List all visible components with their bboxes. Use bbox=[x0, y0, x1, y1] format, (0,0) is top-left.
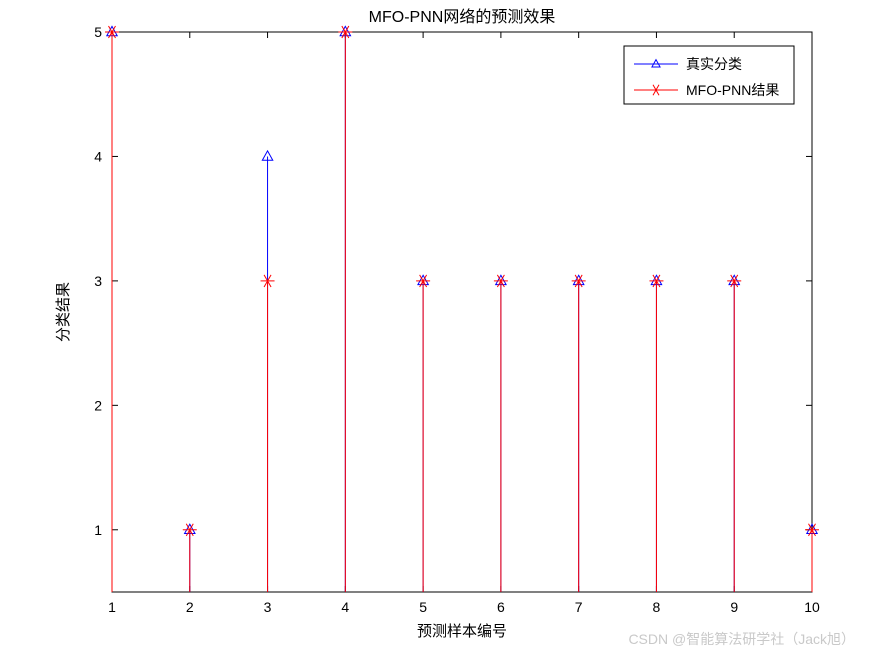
xtick-label: 1 bbox=[108, 599, 116, 615]
xtick-label: 10 bbox=[804, 599, 820, 615]
xtick-label: 7 bbox=[575, 599, 583, 615]
xtick-label: 4 bbox=[341, 599, 349, 615]
chart-container: 1 2 3 4 5 6 7 8 9 10 1 2 3 4 5 MFO-PNN网络的预测效果预测样本编号 分类结果… bbox=[0, 0, 875, 656]
plot-area bbox=[112, 32, 812, 592]
xtick-label: 9 bbox=[730, 599, 738, 615]
watermark: CSDN @智能算法研学社（Jack旭） bbox=[628, 631, 855, 647]
ytick-label: 5 bbox=[94, 24, 102, 40]
ytick-label: 1 bbox=[94, 522, 102, 538]
legend: 真实分类 MFO-PNN结果 bbox=[624, 46, 794, 104]
legend-label: MFO-PNN结果 bbox=[686, 82, 779, 98]
xtick-label: 6 bbox=[497, 599, 505, 615]
chart-title: MFO-PNN网络的预测效果 bbox=[369, 7, 556, 26]
y-axis-label: 分类结果 bbox=[55, 282, 72, 342]
x-axis-label: 预测样本编号 bbox=[417, 623, 507, 640]
xtick-label: 8 bbox=[653, 599, 661, 615]
xtick-label: 2 bbox=[186, 599, 194, 615]
ytick-label: 2 bbox=[94, 397, 102, 413]
xtick-label: 5 bbox=[419, 599, 427, 615]
legend-label: 真实分类 bbox=[686, 56, 742, 72]
chart-svg: 1 2 3 4 5 6 7 8 9 10 1 2 3 4 5 MFO-PNN网络的预测效果预测样本编号 分类结果… bbox=[0, 0, 875, 656]
xtick-label: 3 bbox=[264, 599, 272, 615]
ytick-label: 3 bbox=[94, 273, 102, 289]
ytick-label: 4 bbox=[94, 148, 102, 164]
